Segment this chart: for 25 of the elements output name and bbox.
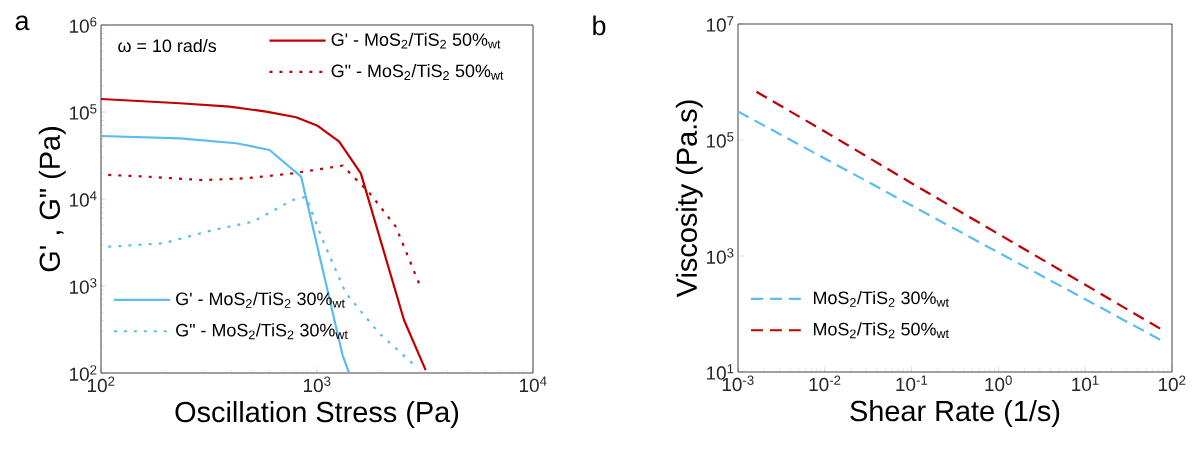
- chart-title: a: [15, 15, 30, 31]
- y-axis-title: G' , G" (Pa): [38, 127, 66, 272]
- y-tick-label: 10$^{3}$: [707, 248, 734, 264]
- x-tick-label: 10$^{4}$: [519, 376, 547, 393]
- y-tick-label: 10$^{7}$: [707, 16, 734, 32]
- chart-title: b: [593, 15, 606, 36]
- x-tick-label: 10$^{0}$: [985, 375, 1012, 392]
- y-tick-label: 10$^{6}$: [70, 17, 97, 33]
- y-tick-label: 10$^{5}$: [707, 132, 734, 148]
- x-tick-label: 10$^{-2}$: [809, 375, 841, 392]
- y-tick-label: 10$^{4}$: [70, 191, 97, 207]
- legend-label: MoS$_{2}$/TiS$_{2}$ 30%$_{wt}$: [814, 290, 949, 307]
- x-tick-label: 10$^{3}$: [303, 376, 331, 393]
- legend-label: MoS$_{2}$/TiS$_{2}$ 50%$_{wt}$: [814, 322, 949, 339]
- x-axis-title: Shear Rate (1/s): [850, 400, 1060, 427]
- y-tick-label: 10$^{5}$: [70, 104, 97, 120]
- y-tick-label: 10$^{3}$: [70, 278, 97, 294]
- x-axis-title: Oscillation Stress (Pa): [175, 401, 459, 428]
- legend-label: G' - MoS$_{2}$/TiS$_{2}$ 50%$_{wt}$: [331, 32, 501, 49]
- legend-label: G" - MoS$_{2}$/TiS$_{2}$ 50%$_{wt}$: [331, 64, 504, 80]
- y-axis-title: Viscosity (Pa.s): [675, 100, 703, 298]
- x-tick-label: 10$^{2}$: [1158, 375, 1186, 392]
- x-tick-label: 10$^{1}$: [1072, 375, 1099, 392]
- annotation: ω = 10 rad/s: [118, 38, 217, 53]
- x-tick-label: 10$^{-1}$: [896, 375, 928, 392]
